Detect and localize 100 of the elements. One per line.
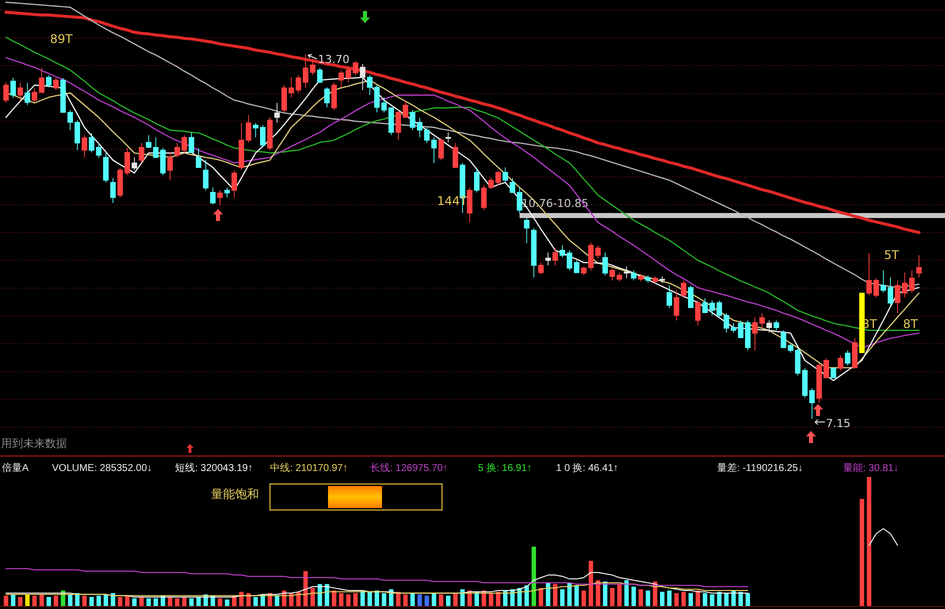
bar: [674, 593, 679, 606]
candlestick: [602, 252, 608, 276]
candlestick: [674, 290, 680, 321]
candlestick: [317, 67, 323, 84]
candlestick: [481, 184, 487, 211]
candlestick: [680, 280, 686, 298]
bar: [353, 593, 358, 606]
candlestick: [352, 60, 358, 76]
bar: [453, 593, 458, 606]
candlestick: [638, 274, 644, 282]
bar: [746, 593, 750, 606]
candlestick: [188, 132, 194, 154]
bar: [339, 593, 344, 606]
bar: [374, 590, 380, 606]
candlestick: [916, 254, 922, 278]
candlestick: [132, 157, 138, 171]
candlestick: [524, 218, 530, 244]
candlestick: [331, 82, 337, 111]
candlestick: [752, 317, 758, 351]
bar: [582, 590, 586, 606]
candlestick: [202, 160, 208, 191]
candlestick: [110, 178, 116, 204]
candlestick: [552, 248, 558, 266]
candlestick: [531, 228, 537, 278]
candlestick: [10, 77, 16, 98]
chart-title: 倍量A: [2, 462, 29, 474]
bar: [25, 594, 30, 606]
bar: [118, 596, 122, 606]
bar: [154, 598, 158, 606]
text: 5 换: 16.91↑: [478, 462, 532, 474]
bar: [588, 560, 594, 606]
bar: [738, 592, 743, 606]
candlestick: [18, 82, 24, 101]
bar: [68, 594, 72, 606]
text: 中线: 210170.97↑: [270, 462, 348, 474]
bar: [174, 598, 180, 606]
bar: [553, 584, 558, 606]
bar: [860, 498, 864, 606]
bar: [32, 596, 37, 606]
text: VOLUME: 285352.00↓: [52, 463, 152, 474]
candlestick: [3, 82, 9, 104]
text: 1 0 换: 46.41↑: [556, 462, 618, 474]
candlestick: [53, 77, 59, 91]
text: 长线: 126975.70↑: [370, 462, 448, 474]
candlestick: [659, 276, 665, 284]
text: 量能: 30.81↓: [843, 462, 899, 474]
bar: [667, 590, 672, 606]
bar: [18, 596, 22, 606]
bar: [610, 588, 614, 606]
annotation: 5T: [884, 248, 900, 262]
bar: [224, 600, 230, 606]
bar: [617, 584, 622, 606]
bar: [346, 594, 351, 606]
bar: [104, 594, 108, 606]
bar: [310, 588, 315, 606]
annotation: 13.70: [318, 53, 350, 66]
candlestick: [217, 190, 223, 206]
bar: [382, 593, 386, 606]
bar: [410, 593, 415, 606]
candlestick: [759, 312, 765, 328]
candlestick: [838, 355, 844, 371]
candlestick: [445, 132, 451, 143]
candlestick: [652, 276, 658, 284]
candlestick: [538, 262, 544, 275]
candlestick: [502, 167, 508, 183]
bar: [182, 596, 187, 606]
bar: [189, 598, 194, 606]
bar: [446, 596, 450, 606]
text: 短线: 320043.19↑: [175, 462, 253, 474]
candlestick: [516, 188, 522, 214]
annotation: 量能饱和: [211, 487, 259, 501]
candlestick: [844, 350, 850, 366]
candlestick: [167, 152, 173, 181]
bar: [274, 596, 280, 606]
bar: [660, 592, 664, 606]
candlestick: [82, 134, 88, 158]
candlestick: [274, 102, 280, 124]
annotation: 8T: [903, 317, 919, 331]
annotation: 用到未来数据: [1, 437, 67, 450]
bar: [46, 596, 52, 606]
candlestick: [852, 338, 858, 369]
candlestick: [210, 187, 216, 205]
bar: [546, 582, 550, 606]
candlestick: [196, 148, 202, 168]
candlestick: [545, 252, 551, 266]
bar: [696, 590, 700, 606]
candlestick: [809, 388, 815, 420]
bar: [731, 590, 736, 606]
candlestick: [238, 122, 244, 171]
bar: [424, 596, 430, 606]
bar: [574, 585, 579, 606]
bar: [866, 477, 872, 606]
bar: [496, 592, 500, 606]
candlestick: [267, 116, 273, 151]
candlestick: [630, 270, 636, 281]
bar: [168, 596, 172, 606]
bar: [717, 592, 722, 606]
bar: [303, 571, 308, 606]
candlestick: [780, 330, 786, 349]
bar: [146, 598, 151, 606]
